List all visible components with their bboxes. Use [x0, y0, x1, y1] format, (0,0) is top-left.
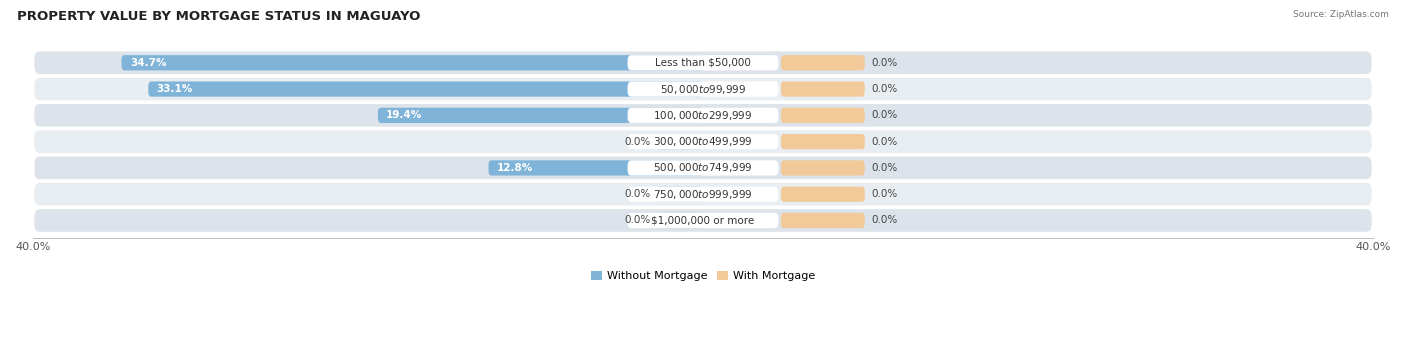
Text: 33.1%: 33.1%	[156, 84, 193, 94]
FancyBboxPatch shape	[627, 134, 779, 149]
FancyBboxPatch shape	[780, 160, 865, 176]
Text: 0.0%: 0.0%	[872, 110, 897, 120]
FancyBboxPatch shape	[34, 183, 1372, 206]
Text: 19.4%: 19.4%	[387, 110, 423, 120]
Text: 0.0%: 0.0%	[624, 137, 651, 147]
FancyBboxPatch shape	[780, 81, 865, 97]
FancyBboxPatch shape	[657, 213, 703, 228]
Text: $50,000 to $99,999: $50,000 to $99,999	[659, 83, 747, 95]
FancyBboxPatch shape	[34, 78, 1372, 100]
FancyBboxPatch shape	[657, 187, 703, 202]
Text: $100,000 to $299,999: $100,000 to $299,999	[654, 109, 752, 122]
Text: 0.0%: 0.0%	[624, 189, 651, 199]
FancyBboxPatch shape	[627, 108, 779, 123]
Text: PROPERTY VALUE BY MORTGAGE STATUS IN MAGUAYO: PROPERTY VALUE BY MORTGAGE STATUS IN MAG…	[17, 10, 420, 23]
Text: Source: ZipAtlas.com: Source: ZipAtlas.com	[1294, 10, 1389, 19]
FancyBboxPatch shape	[657, 134, 703, 149]
FancyBboxPatch shape	[627, 213, 779, 228]
FancyBboxPatch shape	[34, 130, 1372, 153]
FancyBboxPatch shape	[627, 160, 779, 176]
FancyBboxPatch shape	[780, 213, 865, 228]
FancyBboxPatch shape	[627, 55, 779, 70]
Legend: Without Mortgage, With Mortgage: Without Mortgage, With Mortgage	[586, 267, 820, 286]
Text: 0.0%: 0.0%	[872, 189, 897, 199]
FancyBboxPatch shape	[627, 81, 779, 97]
Text: 0.0%: 0.0%	[872, 216, 897, 225]
FancyBboxPatch shape	[148, 81, 703, 97]
FancyBboxPatch shape	[378, 108, 703, 123]
Text: 0.0%: 0.0%	[872, 163, 897, 173]
Text: 34.7%: 34.7%	[129, 58, 166, 68]
Text: Less than $50,000: Less than $50,000	[655, 58, 751, 68]
FancyBboxPatch shape	[780, 134, 865, 149]
Text: 0.0%: 0.0%	[872, 58, 897, 68]
FancyBboxPatch shape	[121, 55, 703, 70]
FancyBboxPatch shape	[34, 51, 1372, 74]
FancyBboxPatch shape	[34, 209, 1372, 232]
FancyBboxPatch shape	[34, 157, 1372, 179]
FancyBboxPatch shape	[34, 104, 1372, 127]
Text: $300,000 to $499,999: $300,000 to $499,999	[654, 135, 752, 148]
Text: $750,000 to $999,999: $750,000 to $999,999	[654, 188, 752, 201]
FancyBboxPatch shape	[627, 187, 779, 202]
FancyBboxPatch shape	[488, 160, 703, 176]
Text: $500,000 to $749,999: $500,000 to $749,999	[654, 161, 752, 174]
FancyBboxPatch shape	[780, 55, 865, 70]
FancyBboxPatch shape	[780, 108, 865, 123]
FancyBboxPatch shape	[780, 187, 865, 202]
Text: 0.0%: 0.0%	[624, 216, 651, 225]
Text: 0.0%: 0.0%	[872, 137, 897, 147]
Text: 12.8%: 12.8%	[496, 163, 533, 173]
Text: $1,000,000 or more: $1,000,000 or more	[651, 216, 755, 225]
Text: 0.0%: 0.0%	[872, 84, 897, 94]
